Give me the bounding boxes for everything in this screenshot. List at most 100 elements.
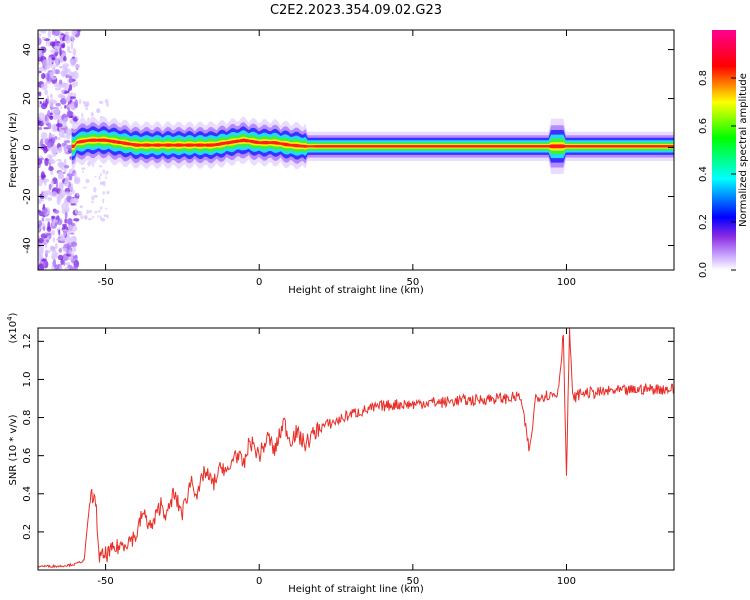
colorbar-ticks: 0.0 0.2 0.4 0.6 0.8 bbox=[698, 70, 736, 278]
colorbar-tick-label: 0.0 bbox=[698, 262, 709, 278]
noise-blob bbox=[85, 102, 88, 107]
noise-blob bbox=[45, 239, 49, 243]
noise-blob bbox=[40, 138, 44, 147]
noise-blob bbox=[79, 99, 82, 105]
noise-blob bbox=[43, 226, 46, 231]
ridge-peak bbox=[215, 142, 220, 147]
snr-multiplier-base: (x10 bbox=[8, 321, 19, 344]
noise-blob bbox=[69, 232, 75, 235]
noise-blob bbox=[104, 99, 109, 104]
noise-blob bbox=[66, 45, 71, 53]
noise-blob bbox=[55, 238, 62, 241]
ridge-peak bbox=[116, 140, 122, 144]
y-tick-label: 0.6 bbox=[22, 448, 33, 464]
noise-blob bbox=[54, 69, 60, 75]
ridge-peak bbox=[274, 141, 279, 145]
noise-blob bbox=[64, 105, 67, 109]
snr-frame bbox=[37, 327, 675, 571]
x-tick-label: 0 bbox=[256, 277, 262, 288]
noise-blob bbox=[56, 40, 60, 44]
noise-blob bbox=[42, 59, 49, 67]
noise-blob bbox=[72, 113, 75, 117]
noise-blob bbox=[49, 55, 54, 58]
noise-blob bbox=[58, 193, 64, 200]
noise-blob bbox=[98, 175, 101, 180]
noise-blob bbox=[41, 191, 44, 194]
noise-blob bbox=[64, 191, 71, 196]
noise-blob bbox=[46, 226, 52, 232]
noise-blob bbox=[70, 34, 73, 40]
noise-blob bbox=[93, 187, 97, 193]
noise-blob bbox=[39, 157, 45, 160]
noise-blob bbox=[68, 83, 73, 91]
noise-blob bbox=[92, 163, 94, 168]
noise-blob bbox=[38, 198, 45, 202]
noise-blob bbox=[63, 140, 71, 144]
noise-blob bbox=[38, 220, 43, 227]
noise-blob bbox=[66, 173, 74, 177]
ridge-peak bbox=[175, 143, 181, 147]
noise-blob bbox=[42, 203, 46, 210]
noise-blob bbox=[70, 59, 76, 67]
noise-blob bbox=[71, 105, 76, 111]
noise-blob bbox=[49, 245, 55, 252]
colorbar-tick-label: 0.2 bbox=[698, 214, 709, 230]
noise-blob bbox=[54, 252, 59, 256]
noise-blob bbox=[41, 72, 46, 80]
noise-blob bbox=[53, 209, 60, 214]
noise-blob bbox=[81, 112, 84, 118]
noise-blob bbox=[41, 217, 45, 222]
noise-blob bbox=[106, 102, 109, 107]
noise-blob bbox=[60, 70, 67, 76]
noise-blob bbox=[65, 218, 73, 225]
ridge-peak bbox=[284, 142, 289, 147]
colorbar: 0.0 0.2 0.4 0.6 0.8 Normalized spectral ampl… bbox=[698, 30, 749, 278]
noise-blob bbox=[76, 116, 80, 119]
x-tick-label: 100 bbox=[557, 576, 576, 587]
noise-blob bbox=[53, 125, 58, 131]
noise-blob bbox=[38, 251, 42, 259]
noise-blob bbox=[82, 100, 87, 105]
noise-blob bbox=[74, 254, 78, 261]
noise-blob bbox=[50, 148, 58, 155]
noise-blob bbox=[47, 30, 52, 39]
noise-blob bbox=[99, 215, 102, 220]
noise-blob bbox=[97, 210, 101, 213]
noise-blob bbox=[58, 229, 61, 236]
figure-title: C2E2.2023.354.09.02.G23 bbox=[270, 3, 442, 18]
noise-blob bbox=[63, 200, 70, 207]
noise-blob bbox=[97, 109, 100, 113]
ridge-peak bbox=[244, 139, 250, 143]
snr-multiplier-close: ) bbox=[8, 312, 19, 316]
noise-blob bbox=[102, 169, 106, 174]
snr-xlabel: Height of straight line (km) bbox=[288, 584, 424, 595]
noise-blob bbox=[49, 93, 53, 99]
noise-blob bbox=[66, 95, 71, 103]
ridge-peak bbox=[126, 142, 132, 146]
noise-blob bbox=[51, 30, 55, 35]
spectrogram-ylabel: Frequency (Hz) bbox=[8, 112, 19, 188]
ridge-peak bbox=[166, 143, 171, 147]
noise-blob bbox=[61, 203, 65, 210]
colorbar-tick-label: 0.4 bbox=[698, 166, 709, 182]
noise-blob bbox=[49, 158, 56, 165]
noise-blob bbox=[62, 42, 66, 49]
noise-blob bbox=[60, 33, 65, 36]
ridge-peak bbox=[225, 141, 230, 145]
noise-blob bbox=[62, 63, 70, 68]
noise-blob bbox=[71, 81, 77, 88]
noise-blob bbox=[64, 34, 72, 44]
noise-blob bbox=[58, 181, 64, 190]
noise-blob bbox=[49, 71, 55, 79]
noise-blob bbox=[51, 191, 58, 198]
noise-blob bbox=[52, 219, 59, 223]
noise-blob bbox=[87, 217, 92, 221]
noise-blob bbox=[63, 180, 70, 187]
noise-blob bbox=[105, 207, 108, 210]
noise-blob bbox=[44, 217, 51, 222]
noise-blob bbox=[56, 158, 62, 162]
noise-blob bbox=[75, 208, 78, 215]
spectrogram-image bbox=[38, 30, 674, 270]
noise-blob bbox=[48, 183, 52, 191]
